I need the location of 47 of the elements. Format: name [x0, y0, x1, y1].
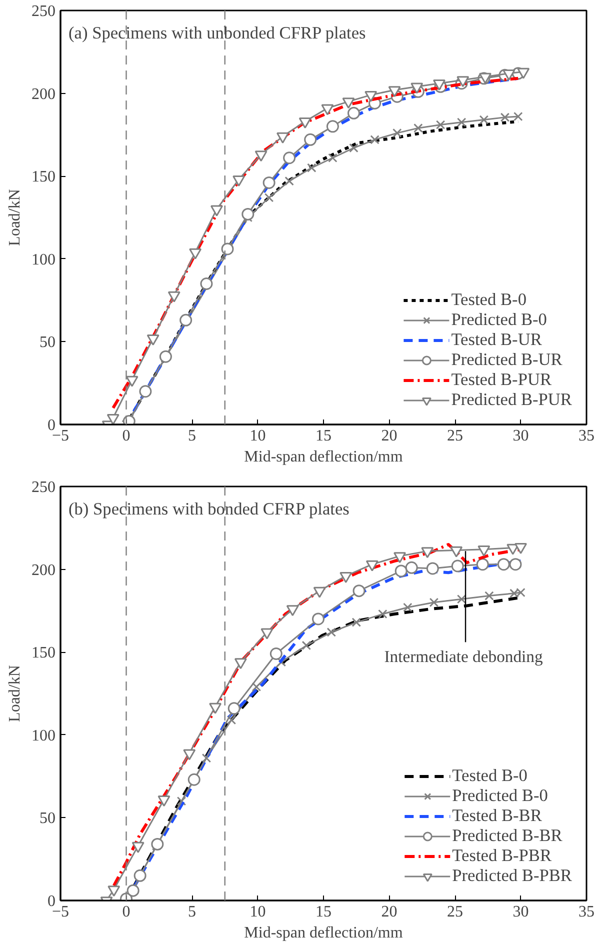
- x-tick-label: 15: [316, 904, 332, 920]
- legend-label: Predicted B-BR: [452, 826, 562, 846]
- x-tick-label: 25: [447, 428, 463, 444]
- y-tick-label: 200: [32, 562, 56, 579]
- y-tick-label: 0: [48, 893, 56, 910]
- legend-label: Tested B-PUR: [451, 370, 552, 390]
- x-tick-label: 35: [578, 428, 594, 444]
- annotation: Intermediate debonding: [384, 647, 544, 666]
- y-tick-label: 250: [32, 3, 56, 20]
- x-tick-label: 30: [512, 904, 529, 920]
- y-tick-label: 50: [40, 810, 56, 828]
- legend-label: Predicted B-PBR: [452, 866, 572, 886]
- x-tick-label: 5: [188, 428, 196, 444]
- legend-label: Tested B-BR: [452, 806, 542, 826]
- x-tick-label: 25: [447, 904, 463, 920]
- legend-label: Predicted B-0: [451, 310, 547, 330]
- y-tick-label: 0: [48, 417, 56, 434]
- legend-label: Predicted B-0: [452, 786, 548, 806]
- x-tick-label: 20: [381, 904, 398, 920]
- x-tick-label: 0: [122, 428, 130, 444]
- x-tick-label: 10: [250, 904, 266, 920]
- x-tick-label: 10: [250, 428, 266, 444]
- x-tick-label: 5: [188, 904, 196, 920]
- y-tick-label: 150: [32, 644, 56, 662]
- y-axis-title: Load/kN: [6, 664, 24, 722]
- legend-label: Tested B-PBR: [452, 846, 552, 866]
- y-tick-label: 100: [32, 251, 56, 268]
- legend-label: Tested B-0: [451, 290, 526, 310]
- x-tick-label: 20: [381, 428, 398, 444]
- y-tick-label: 250: [32, 479, 56, 496]
- text: (b) Specimens with bonded CFRP plates: [68, 500, 350, 518]
- x-tick-label: 0: [122, 904, 130, 920]
- x-tick-label: 30: [512, 428, 529, 444]
- x-axis-title: Mid-span deflection/mm: [244, 924, 404, 942]
- y-tick-label: 100: [32, 727, 56, 744]
- legend-label: Predicted B-PUR: [451, 390, 572, 410]
- y-tick-label: 50: [40, 334, 56, 352]
- y-tick-label: 150: [32, 168, 56, 186]
- legend-label: Predicted B-UR: [451, 350, 562, 370]
- x-tick-label: 35: [578, 904, 594, 920]
- text: (a) Specimens with unbonded CFRP plates: [68, 24, 366, 42]
- y-axis-title: Load/kN: [6, 188, 24, 246]
- x-axis-title: Mid-span deflection/mm: [244, 448, 404, 466]
- y-tick-label: 200: [32, 86, 56, 103]
- x-tick-label: 15: [316, 428, 332, 444]
- legend-label: Tested B-UR: [451, 330, 542, 350]
- legend-label: Tested B-0: [452, 766, 528, 786]
